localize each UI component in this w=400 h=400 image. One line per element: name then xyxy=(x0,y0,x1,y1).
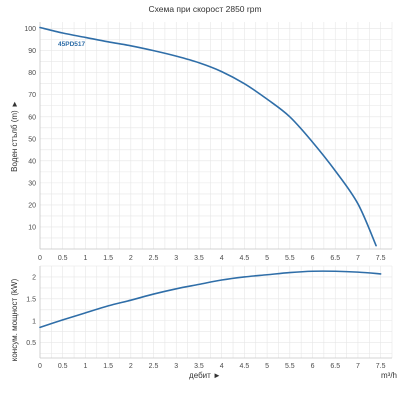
flow-unit-label: m³/h xyxy=(381,371,397,380)
power-y-tick-label: 0.5 xyxy=(26,340,36,347)
power-x-tick-label: 1.5 xyxy=(103,363,113,370)
power-x-tick-label: 5 xyxy=(265,363,269,370)
head-y-tick-label: 10 xyxy=(28,224,36,231)
power-x-tick-label: 0 xyxy=(38,363,42,370)
power-x-tick-label: 2 xyxy=(129,363,133,370)
power-x-tick-label: 5.5 xyxy=(285,363,295,370)
head-y-axis-label: Воден стълб (m) ► xyxy=(10,100,19,172)
power-y-tick-label: 2 xyxy=(32,274,36,281)
head-curve xyxy=(39,26,377,247)
head-y-tick-label: 60 xyxy=(28,114,36,121)
power-y-tick-label: 1.5 xyxy=(26,296,36,303)
head-x-tick-label: 2 xyxy=(129,255,133,262)
head-x-tick-label: 1.5 xyxy=(103,255,113,262)
chart-title: Схема при скорост 2850 rpm xyxy=(148,4,261,14)
head-y-tick-label: 20 xyxy=(28,202,36,209)
power-x-tick-label: 3 xyxy=(174,363,178,370)
head-x-tick-label: 7.5 xyxy=(376,255,386,262)
power-x-tick-label: 7 xyxy=(356,363,360,370)
series-label-45PD517: 45PD517 xyxy=(58,41,85,48)
head-x-tick-label: 6 xyxy=(311,255,315,262)
head-x-tick-label: 2.5 xyxy=(149,255,159,262)
head-x-tick-label: 3.5 xyxy=(194,255,204,262)
head-y-tick-label: 100 xyxy=(24,26,36,33)
head-x-tick-label: 0.5 xyxy=(58,255,68,262)
head-y-tick-label: 40 xyxy=(28,158,36,165)
head-y-tick-label: 70 xyxy=(28,92,36,99)
power-x-tick-label: 2.5 xyxy=(149,363,159,370)
head-plot: 0 0.5 1 1.5 2 2.5 3 3.5 4 4.5 5 5.5 6 6.5 7 7.5 10 20 30 40… xyxy=(24,22,393,262)
head-y-tick-label: 30 xyxy=(28,180,36,187)
power-x-tick-label: 4.5 xyxy=(240,363,250,370)
head-x-tick-label: 1 xyxy=(83,255,87,262)
head-x-tick-label: 6.5 xyxy=(330,255,340,262)
power-curve xyxy=(39,270,382,329)
power-plot: 0 0.5 1 1.5 2 2.5 3 3.5 4 4.5 5 5.5 6 6.5 7 7.5 0.5 1 1.5 2 xyxy=(26,265,393,370)
flow-x-axis-label: дебит ► xyxy=(189,371,221,380)
head-x-tick-label: 7 xyxy=(356,255,360,262)
power-x-tick-label: 7.5 xyxy=(376,363,386,370)
power-x-tick-label: 4 xyxy=(220,363,224,370)
head-y-tick-label: 50 xyxy=(28,136,36,143)
head-x-tick-label: 4 xyxy=(220,255,224,262)
head-x-tick-label: 0 xyxy=(38,255,42,262)
power-y-tick-label: 1 xyxy=(32,318,36,325)
head-x-tick-label: 3 xyxy=(174,255,178,262)
power-y-axis-label: консум. мощност (kW) xyxy=(10,278,19,361)
head-x-tick-label: 5.5 xyxy=(285,255,295,262)
power-x-tick-label: 3.5 xyxy=(194,363,204,370)
power-x-tick-label: 0.5 xyxy=(58,363,68,370)
head-y-tick-label: 90 xyxy=(28,48,36,55)
head-y-tick-label: 80 xyxy=(28,70,36,77)
power-x-tick-label: 6.5 xyxy=(330,363,340,370)
head-x-tick-label: 5 xyxy=(265,255,269,262)
power-x-tick-label: 6 xyxy=(311,363,315,370)
power-x-tick-label: 1 xyxy=(83,363,87,370)
head-x-tick-label: 4.5 xyxy=(240,255,250,262)
